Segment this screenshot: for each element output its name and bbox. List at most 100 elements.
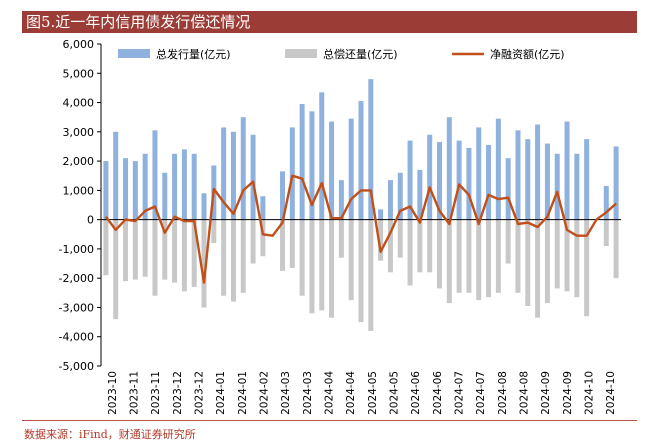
repaid-bar bbox=[191, 219, 197, 287]
y-tick-label: 5,000 bbox=[63, 67, 95, 80]
x-tick-label: 2023-10 bbox=[107, 371, 119, 415]
repaid-bar bbox=[495, 219, 501, 293]
issued-bar bbox=[230, 131, 236, 220]
repaid-bar bbox=[201, 219, 207, 308]
issued-bar bbox=[368, 79, 374, 220]
repaid-bar bbox=[564, 219, 570, 292]
repaid-bar bbox=[466, 219, 472, 293]
y-tick-label: -1,000 bbox=[59, 243, 94, 256]
issued-bar bbox=[574, 153, 580, 220]
issued-bar bbox=[446, 117, 452, 220]
x-tick-label: 2024-01 bbox=[237, 371, 249, 415]
x-tick-label: 2024-04 bbox=[324, 371, 336, 415]
repaid-bar bbox=[368, 219, 374, 331]
x-tick-label: 2024-08 bbox=[519, 371, 531, 415]
repaid-bar bbox=[132, 219, 138, 280]
y-tick-label: -3,000 bbox=[59, 301, 94, 314]
issued-bar bbox=[260, 196, 266, 220]
repaid-bar bbox=[181, 219, 187, 292]
repaid-bar bbox=[329, 219, 335, 318]
repaid-bar bbox=[574, 219, 580, 298]
repaid-bar bbox=[152, 219, 158, 296]
repaid-bar bbox=[554, 219, 560, 289]
repaid-bar bbox=[387, 219, 393, 273]
legend-label: 总偿还量(亿元) bbox=[323, 47, 398, 61]
issued-bar bbox=[495, 118, 501, 220]
repaid-bar bbox=[309, 219, 315, 314]
repaid-bar bbox=[113, 219, 119, 320]
repaid-bar bbox=[142, 219, 148, 277]
issued-bar bbox=[544, 143, 550, 220]
top-strip bbox=[0, 0, 659, 6]
x-tick-label: 2024-07 bbox=[475, 371, 487, 415]
issued-bar bbox=[103, 161, 109, 220]
y-tick-label: 3,000 bbox=[63, 126, 95, 139]
x-tick-label: 2024-06 bbox=[432, 371, 444, 415]
x-tick-label: 2024-09 bbox=[562, 371, 574, 415]
x-tick-label: 2024-04 bbox=[345, 371, 357, 415]
issued-bar bbox=[280, 171, 286, 220]
legend-item-0: 总发行量(亿元) bbox=[118, 47, 231, 61]
issued-bar bbox=[515, 130, 521, 220]
y-tick-label: 0 bbox=[87, 214, 94, 227]
repaid-bar bbox=[103, 219, 109, 276]
x-tick-label: 2023-12 bbox=[194, 371, 206, 415]
issued-bar bbox=[407, 140, 413, 220]
issued-bar bbox=[397, 172, 403, 220]
x-tick-label: 2023-12 bbox=[172, 371, 184, 415]
issued-bar bbox=[299, 104, 305, 220]
repaid-bar bbox=[348, 219, 354, 301]
issued-bar bbox=[123, 158, 129, 220]
repaid-bar bbox=[123, 219, 129, 282]
y-tick-label: 1,000 bbox=[63, 184, 95, 197]
figure-title: 图5.近一年内信用债发行偿还情况 bbox=[22, 11, 637, 33]
issued-bar bbox=[456, 140, 462, 220]
y-tick-label: 4,000 bbox=[63, 97, 95, 110]
issued-bar bbox=[525, 139, 531, 220]
issued-bar bbox=[221, 127, 227, 220]
repaid-bar bbox=[417, 219, 423, 273]
y-tick-label: -2,000 bbox=[59, 272, 94, 285]
repaid-bar bbox=[613, 219, 619, 279]
repaid-bar bbox=[515, 219, 521, 293]
y-tick-label: 6,000 bbox=[63, 38, 95, 51]
repaid-bar bbox=[584, 219, 590, 317]
issued-bar bbox=[240, 117, 246, 220]
issued-bar bbox=[250, 134, 256, 220]
issued-bar bbox=[309, 111, 315, 220]
x-tick-label: 2023-11 bbox=[129, 371, 141, 415]
issued-bar bbox=[113, 131, 119, 220]
legend-label: 净融资额(亿元) bbox=[490, 47, 565, 61]
repaid-bar bbox=[505, 219, 511, 264]
repaid-bar bbox=[230, 219, 236, 302]
legend-swatch bbox=[118, 49, 150, 58]
issued-bar bbox=[329, 121, 335, 220]
issued-bar bbox=[427, 134, 433, 220]
repaid-bar bbox=[299, 219, 305, 296]
issued-bar bbox=[378, 209, 384, 220]
repaid-bar bbox=[446, 219, 452, 304]
x-tick-label: 2024-08 bbox=[497, 371, 509, 415]
x-tick-label: 2024-02 bbox=[259, 371, 271, 415]
legend-swatch bbox=[285, 49, 317, 58]
repaid-bar bbox=[407, 219, 413, 286]
repaid-bar bbox=[436, 219, 442, 289]
issued-bar bbox=[152, 130, 158, 220]
x-tick-label: 2024-09 bbox=[540, 371, 552, 415]
net-financing-line bbox=[104, 174, 617, 284]
issued-bar bbox=[162, 172, 168, 220]
repaid-bar bbox=[456, 219, 462, 293]
repaid-bar bbox=[486, 219, 492, 298]
issued-bar bbox=[289, 127, 295, 220]
repaid-bar bbox=[378, 219, 384, 261]
repaid-bar bbox=[250, 219, 256, 264]
repaid-bar bbox=[525, 219, 531, 306]
issued-bar bbox=[535, 124, 541, 220]
x-tick-label: 2024-05 bbox=[389, 371, 401, 415]
repaid-bar bbox=[211, 219, 217, 244]
repaid-bar bbox=[162, 219, 168, 280]
issued-bar bbox=[476, 127, 482, 220]
legend-item-1: 总偿还量(亿元) bbox=[285, 47, 398, 61]
issued-bar bbox=[584, 139, 590, 220]
repaid-bar bbox=[535, 219, 541, 318]
